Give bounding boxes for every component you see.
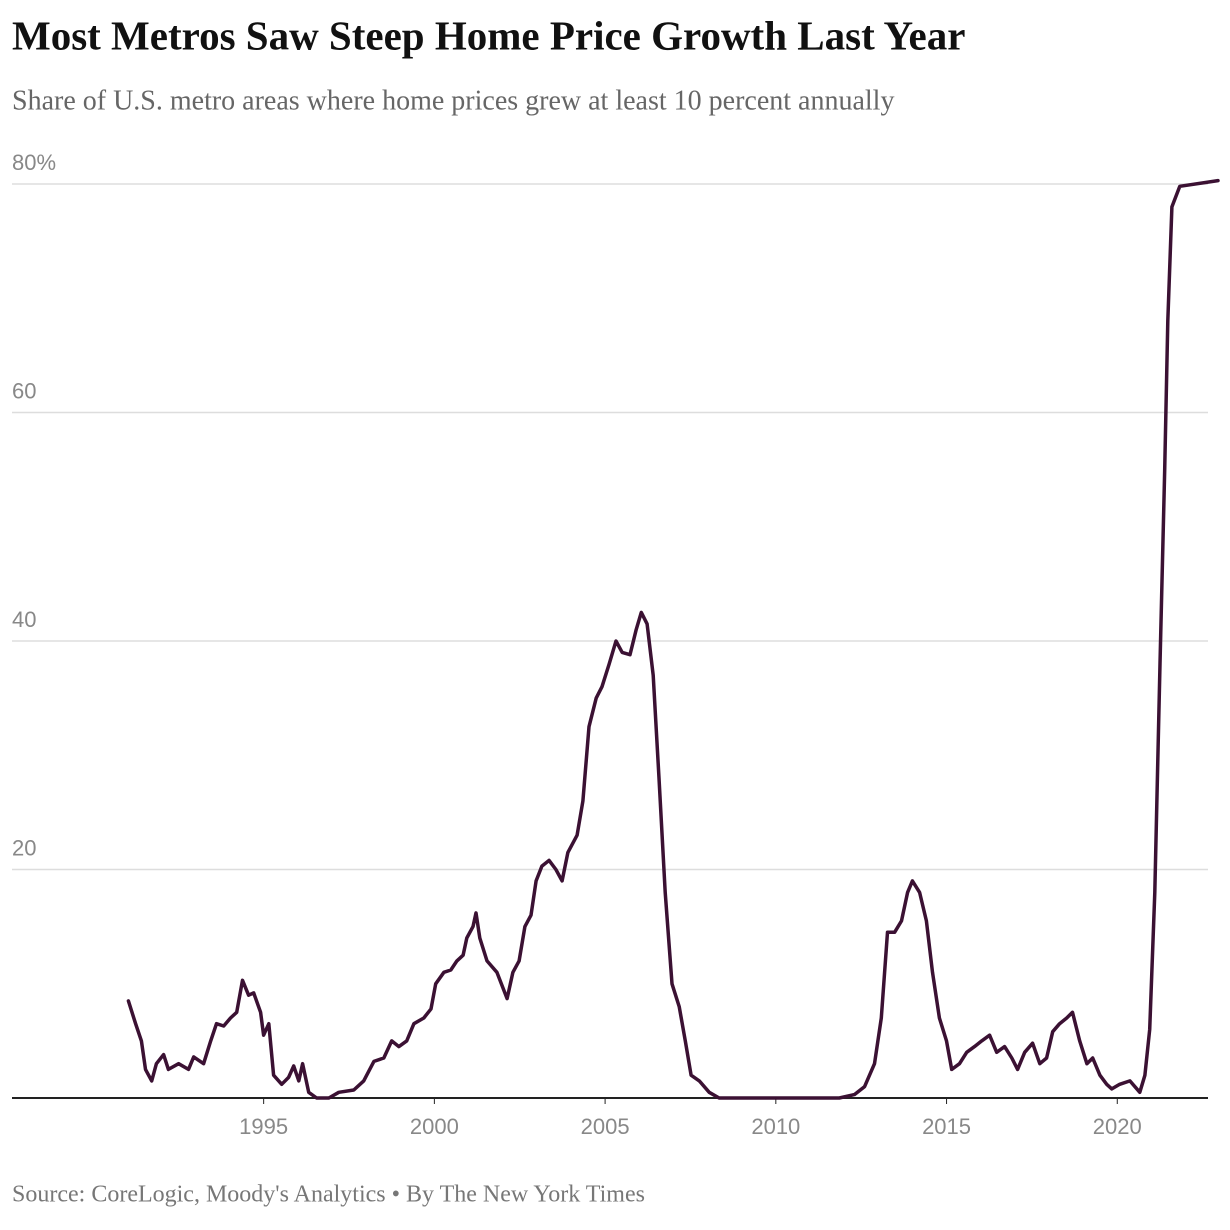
x-tick-label: 2000 [410, 1114, 459, 1139]
y-tick-label: 20 [12, 835, 36, 860]
source-note: Source: CoreLogic, Moody's Analytics • B… [12, 1182, 645, 1208]
data-line [126, 178, 1220, 1100]
chart-title: Most Metros Saw Steep Home Price Growth … [12, 12, 965, 58]
x-tick-label: 2005 [581, 1114, 630, 1139]
y-tick-label: 40 [12, 607, 36, 632]
chart-subtitle: Share of U.S. metro areas where home pri… [12, 85, 894, 116]
x-tick-label: 2015 [922, 1114, 971, 1139]
x-tick-label: 2020 [1093, 1114, 1142, 1139]
y-tick-label: 60 [12, 378, 36, 403]
y-tick-label: 80% [12, 150, 56, 175]
x-tick-label: 1995 [239, 1114, 288, 1139]
x-tick-label: 2010 [751, 1114, 800, 1139]
